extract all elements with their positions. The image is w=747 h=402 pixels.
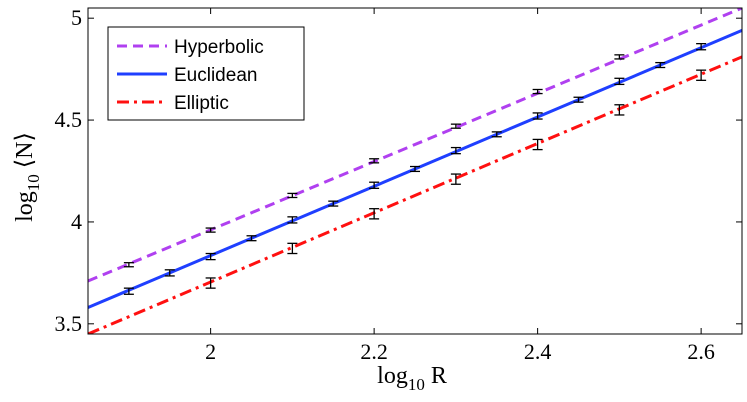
x-tick-label: 2 — [205, 339, 216, 364]
error-bar-euclidean — [164, 269, 175, 277]
error-bar-euclidean — [614, 77, 625, 86]
error-bar-hyperbolic — [532, 88, 543, 95]
error-bar-elliptic — [614, 104, 625, 116]
series-line-elliptic — [88, 55, 742, 334]
y-tick-label: 4.5 — [55, 107, 83, 132]
error-bar-hyperbolic — [369, 158, 380, 164]
error-bar-euclidean — [369, 181, 380, 189]
error-bar-euclidean — [491, 131, 502, 138]
error-bar-hyperbolic — [450, 123, 461, 129]
x-tick-label: 2.6 — [687, 339, 715, 364]
x-tick-label: 2.4 — [524, 339, 552, 364]
error-bar-euclidean — [205, 252, 216, 261]
error-bar-hyperbolic — [287, 192, 298, 199]
y-axis-label: log10 ⟨N⟩ — [12, 132, 43, 222]
error-bar-euclidean — [532, 112, 543, 120]
legend-label-hyperbolic: Hyperbolic — [174, 37, 264, 58]
x-tick-label: 2.2 — [360, 339, 388, 364]
error-bar-euclidean — [328, 200, 339, 207]
error-bar-hyperbolic — [614, 54, 625, 60]
error-bar-elliptic — [696, 69, 707, 81]
y-tick-label: 3.5 — [55, 311, 83, 336]
error-bars — [123, 43, 707, 295]
y-tick-label: 5 — [71, 5, 82, 30]
error-bar-elliptic — [450, 173, 461, 185]
error-bar-euclidean — [655, 61, 666, 69]
error-bar-euclidean — [573, 96, 584, 103]
error-bar-euclidean — [123, 287, 134, 295]
error-bar-euclidean — [450, 146, 461, 155]
legend-label-euclidean: Euclidean — [174, 65, 257, 86]
error-bar-elliptic — [369, 208, 380, 220]
error-bar-hyperbolic — [205, 227, 216, 233]
error-bar-euclidean — [246, 235, 257, 242]
error-bar-elliptic — [532, 138, 543, 151]
x-axis-label: log10 R — [377, 363, 447, 394]
error-bar-euclidean — [287, 216, 298, 224]
series-line-hyperbolic — [88, 8, 742, 283]
error-bar-euclidean — [410, 165, 420, 173]
error-bar-euclidean — [696, 43, 707, 51]
y-tick-label: 4 — [71, 209, 82, 234]
legend: Hyperbolic Euclidean Elliptic — [107, 26, 305, 121]
plot-frame — [87, 7, 743, 335]
axis-ticks: 2 2.2 2.4 2.6 3.5 4 4.5 5 — [55, 5, 742, 364]
error-bar-elliptic — [205, 277, 216, 289]
legend-label-elliptic: Elliptic — [174, 93, 229, 114]
error-bar-elliptic — [287, 242, 298, 255]
error-bar-hyperbolic — [123, 262, 134, 268]
